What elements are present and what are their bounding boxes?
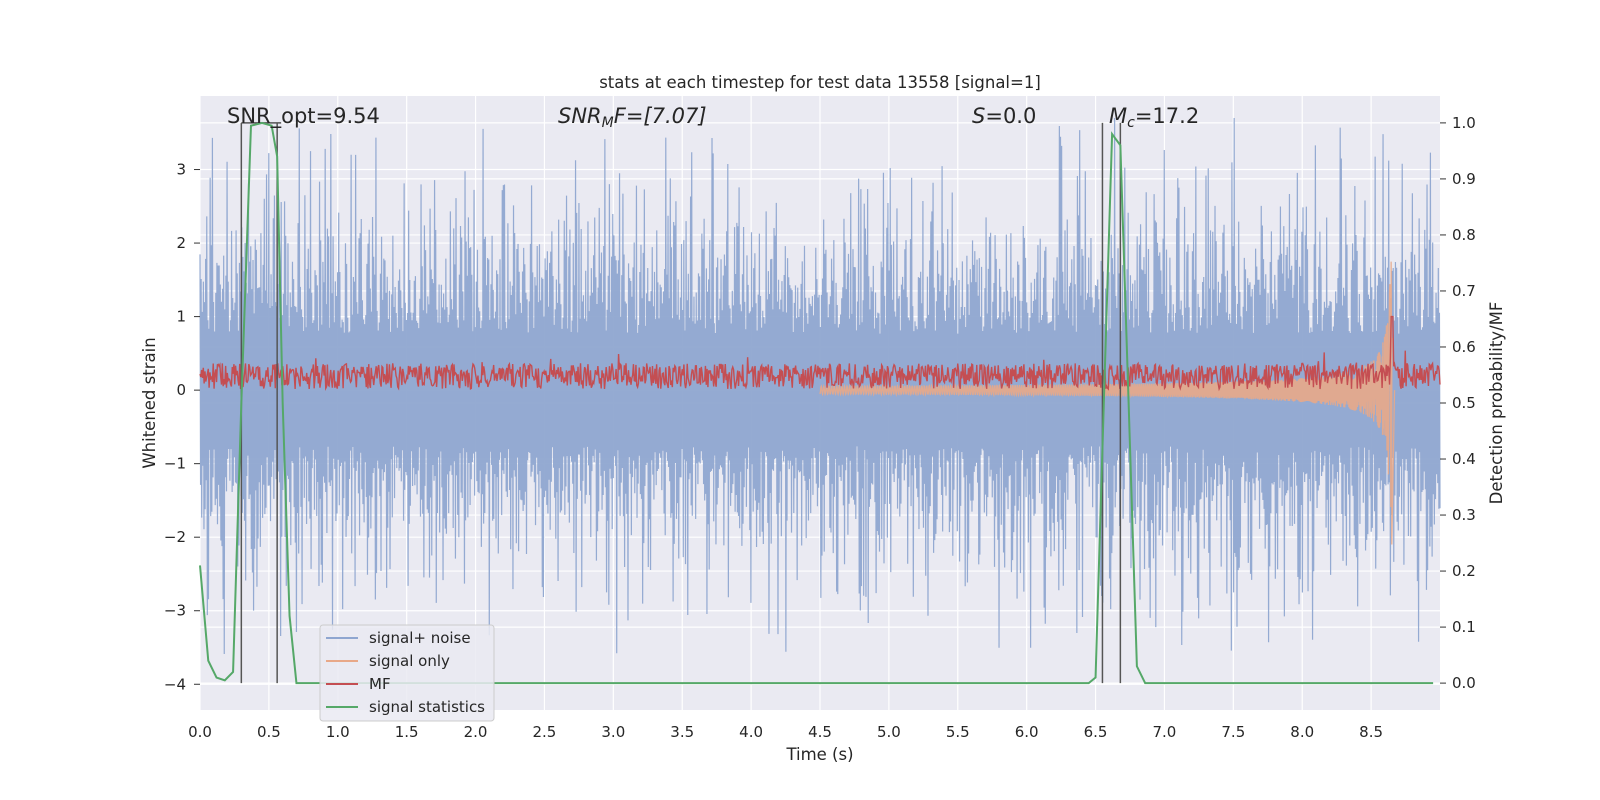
signal-plus-noise-series: [199, 118, 1441, 655]
annotation-snr-mf-rest: F=[7.07]: [614, 104, 707, 128]
legend-box: [319, 624, 495, 722]
x-tick-label: 5.0: [877, 723, 901, 741]
annotation-mc-base: M: [1109, 104, 1127, 128]
y-tick-label: −4: [164, 675, 186, 693]
x-ticks: 0.0 0.5 1.0 1.5 2.0 2.5 3.0 3.5 4.0 4.5 5.0 5.5 6.0 6…: [188, 723, 1383, 741]
y-ticks-right: 0.0 0.1 0.2 0.3 0.4 0.5 0.6 0.7 0.8 0.9 1.0: [1440, 114, 1476, 692]
y2-tick-label: 0.2: [1452, 562, 1476, 580]
y2-tick-label: 0.5: [1452, 394, 1476, 412]
x-tick-label: 3.0: [601, 723, 625, 741]
chart-title: stats at each timestep for test data 135…: [599, 73, 1041, 92]
y-axis-label: Whitened strain: [140, 337, 159, 468]
legend-label-stat: signal statistics: [369, 698, 485, 716]
y2-tick-label: 0.6: [1452, 338, 1476, 356]
annotation-mc-sub: c: [1127, 115, 1135, 131]
annotation-s-value: =0.0: [985, 104, 1036, 128]
y-tick-label: −2: [164, 528, 186, 546]
x-tick-label: 8.5: [1359, 723, 1383, 741]
annotation-mc-value: =17.2: [1135, 104, 1199, 128]
x-tick-label: 1.0: [326, 723, 350, 741]
annotation-snr-mf: SNRMF=[7.07]: [558, 104, 707, 131]
y2-tick-label: 0.3: [1452, 506, 1476, 524]
x-tick-label: 4.0: [739, 723, 763, 741]
x-tick-label: 8.0: [1290, 723, 1314, 741]
y-tick-label: 1: [176, 308, 186, 326]
y-tick-label: 3: [176, 161, 186, 179]
y2-tick-label: 0.8: [1452, 226, 1476, 244]
legend-label-signal: signal only: [369, 652, 450, 670]
noise-line: [199, 118, 1441, 655]
annotation-snr-mf-sub: M: [602, 115, 614, 131]
signal-statistics-line: [199, 121, 1434, 685]
y2-tick-label: 0.9: [1452, 170, 1476, 188]
signal-statistics-series: [199, 121, 1434, 685]
x-tick-label: 2.0: [464, 723, 488, 741]
mf-line: [199, 315, 1441, 392]
x-tick-label: 3.5: [670, 723, 694, 741]
x-tick-label: 0.5: [257, 723, 281, 741]
annotation-s: S=0.0: [972, 104, 1036, 128]
x-tick-label: 6.5: [1084, 723, 1108, 741]
y-tick-label: −1: [164, 455, 186, 473]
y2-tick-label: 1.0: [1452, 114, 1476, 132]
y2-tick-label: 0.0: [1452, 674, 1476, 692]
mf-series: [199, 315, 1441, 392]
x-axis-label: Time (s): [785, 745, 853, 764]
x-tick-label: 4.5: [808, 723, 832, 741]
legend-label-mf: MF: [369, 675, 391, 693]
legend: signal+ noise signal only MF signal stat…: [319, 624, 495, 722]
annotation-snr-opt: SNR_opt=9.54: [227, 104, 380, 129]
legend-label-noise: signal+ noise: [369, 629, 471, 647]
annotation-mc: Mc=17.2: [1109, 104, 1199, 131]
x-tick-label: 1.5: [395, 723, 419, 741]
y-axis-label-right: Detection probability/MF: [1487, 302, 1506, 505]
x-tick-label: 7.0: [1153, 723, 1177, 741]
x-tick-label: 5.5: [946, 723, 970, 741]
annotation-snr-mf-base: SNR: [558, 104, 602, 128]
y-tick-label: 2: [176, 234, 186, 252]
y-tick-label: −3: [164, 602, 186, 620]
x-tick-label: 0.0: [188, 723, 212, 741]
x-tick-label: 7.5: [1221, 723, 1245, 741]
y-ticks-left: −4 −3 −2 −1 0 1 2 3: [164, 161, 200, 693]
y2-tick-label: 0.1: [1452, 618, 1476, 636]
x-tick-label: 2.5: [533, 723, 557, 741]
y2-tick-label: 0.7: [1452, 282, 1476, 300]
x-tick-label: 6.0: [1015, 723, 1039, 741]
y-tick-label: 0: [176, 381, 186, 399]
annotation-s-var: S: [972, 104, 985, 128]
y2-tick-label: 0.4: [1452, 450, 1476, 468]
